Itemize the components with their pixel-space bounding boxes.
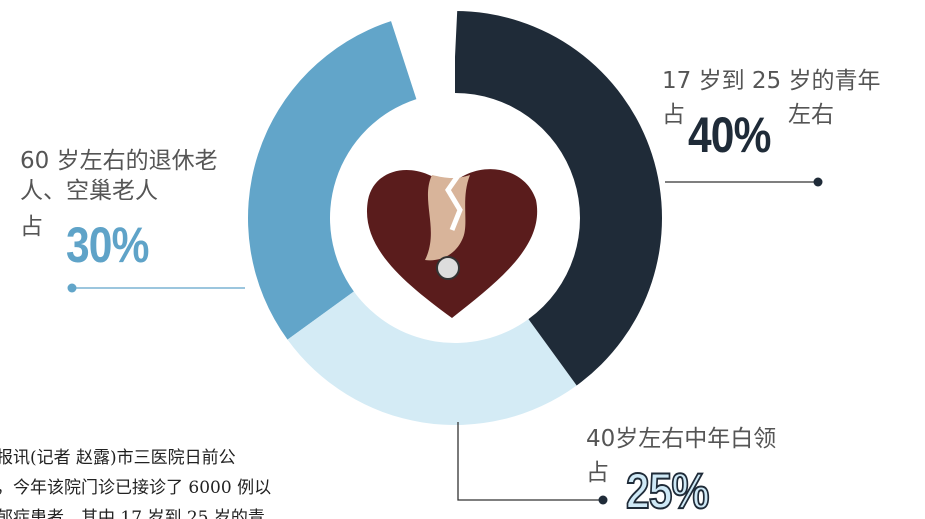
leader-dot bbox=[814, 178, 823, 187]
value-label: 40% bbox=[688, 110, 771, 160]
article-line: 报讯(记者 赵露)市三医院日前公 bbox=[0, 443, 236, 468]
category-label: 60 岁左右的退休老人、空巢老人 bbox=[20, 146, 248, 206]
donut-segment bbox=[288, 291, 577, 425]
value-label: 25% bbox=[626, 466, 709, 516]
article-line: 郁症患者，其中 17 岁到 25 岁的青 bbox=[0, 503, 265, 519]
leader-line bbox=[458, 422, 600, 500]
suffix-label: 左右 bbox=[788, 100, 834, 130]
share-word: 占 bbox=[662, 100, 685, 130]
share-word: 占 bbox=[20, 212, 43, 242]
value-label: 30% bbox=[66, 220, 149, 270]
infographic: 17 岁到 25 岁的青年占40%左右40岁左右中年白领占25%60 岁左右的退… bbox=[0, 0, 925, 519]
category-label: 17 岁到 25 岁的青年 bbox=[662, 66, 925, 96]
category-label: 40岁左右中年白领 bbox=[586, 424, 846, 454]
leader-dot bbox=[68, 284, 77, 293]
share-word: 占 bbox=[586, 458, 609, 488]
article-line: ，今年该院门诊已接诊了 6000 例以 bbox=[0, 473, 271, 498]
leader-dot bbox=[599, 496, 608, 505]
clock bbox=[437, 257, 459, 279]
